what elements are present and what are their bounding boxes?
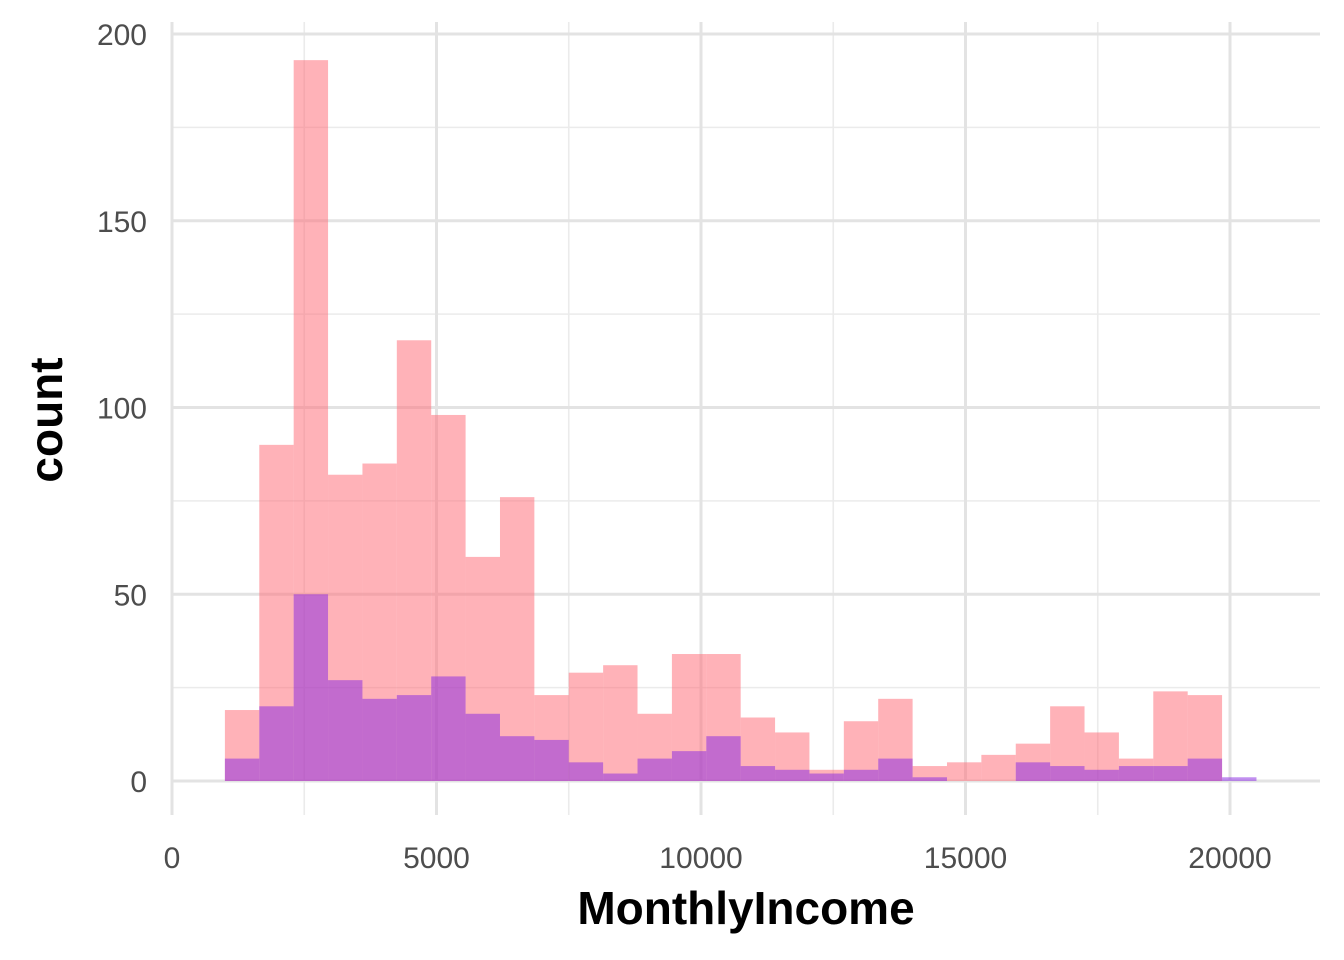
histogram-bar-series-2: [431, 676, 466, 781]
histogram-bar-series-2: [740, 766, 776, 781]
y-axis-ticks: 0 50 100 150 200: [97, 19, 147, 799]
y-tick-label: 100: [97, 393, 147, 426]
x-tick-label: 20000: [1188, 842, 1271, 875]
histogram-bar-series-2: [465, 713, 500, 781]
histogram-bar-series-2: [603, 773, 638, 781]
y-tick-label: 0: [130, 766, 147, 799]
histogram-bar-series-2: [362, 698, 397, 781]
histogram-bar-series-2: [878, 758, 913, 781]
histogram-bar-series-2: [293, 594, 329, 781]
y-axis-title: count: [20, 357, 72, 482]
histogram-bar-series-2: [1153, 766, 1188, 781]
histogram-bar-series-2: [396, 695, 432, 781]
histogram-bar-series-1: [981, 754, 1016, 781]
histogram-bar-series-2: [499, 736, 535, 781]
x-axis-title: MonthlyIncome: [577, 882, 914, 934]
histogram-bar-series-2: [706, 736, 741, 781]
histogram-bar-series-2: [775, 769, 810, 781]
x-tick-label: 5000: [403, 842, 470, 875]
histogram-bar-series-2: [1118, 766, 1154, 781]
histogram-bar-series-1: [499, 497, 535, 781]
histogram-bar-series-2: [637, 758, 672, 781]
histogram-bar-series-2: [1222, 777, 1257, 781]
histogram-bar-series-2: [534, 739, 569, 781]
histogram-bar-series-2: [568, 762, 604, 781]
histogram-bar-series-2: [809, 773, 844, 781]
y-tick-label: 200: [97, 19, 147, 52]
x-tick-label: 10000: [659, 842, 742, 875]
y-tick-label: 50: [114, 579, 147, 612]
histogram-bar-series-2: [1015, 762, 1051, 781]
histogram-bar-series-2: [328, 680, 363, 781]
histogram-bar-series-2: [671, 751, 707, 781]
histogram-bar-series-1: [603, 665, 638, 781]
histogram-bar-series-2: [1084, 769, 1119, 781]
histogram-bar-series-2: [224, 758, 260, 781]
x-tick-label: 0: [164, 842, 181, 875]
x-tick-label: 15000: [924, 842, 1007, 875]
histogram-bar-series-2: [912, 777, 947, 781]
histogram-bar-series-2: [1050, 766, 1085, 781]
histogram-bar-series-2: [1187, 758, 1223, 781]
histogram-bar-series-1: [946, 762, 982, 781]
bars: [224, 60, 1257, 781]
y-tick-label: 150: [97, 206, 147, 239]
grid: [170, 22, 1320, 815]
histogram-bar-series-2: [259, 706, 294, 781]
x-axis-ticks: 0 5000 10000 15000 20000: [164, 842, 1272, 875]
histogram-bar-series-2: [843, 769, 879, 781]
